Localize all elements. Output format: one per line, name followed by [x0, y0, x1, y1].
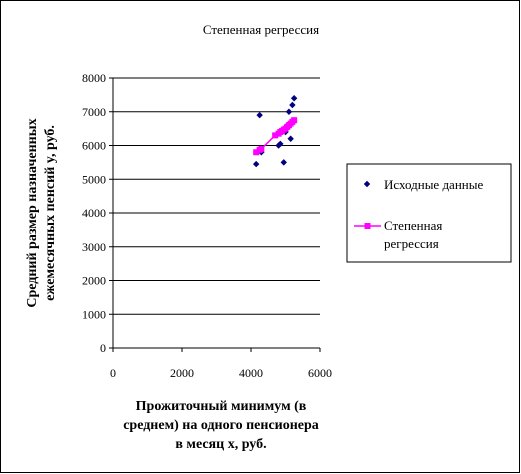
y-tick-label: 2000: [82, 274, 106, 288]
series-2: [253, 117, 298, 156]
data-point: [287, 135, 294, 142]
x-axis-label: Прожиточный минимум (в среднем) на одного…: [123, 399, 319, 452]
legend-label-regression: Степенная регрессия: [384, 218, 442, 251]
regression-point: [291, 117, 298, 124]
regression-point: [258, 145, 265, 152]
data-point: [252, 160, 260, 168]
legend-box: [346, 163, 512, 263]
legend: Исходные данные Степенная регрессия: [346, 163, 512, 263]
data-point: [285, 108, 293, 115]
grid-lines: [113, 77, 320, 315]
y-axis-label-line: ежемесячных пенсий y, руб.: [43, 125, 58, 301]
y-tick-label: 6000: [82, 139, 106, 153]
y-tick-label: 5000: [82, 172, 106, 186]
y-tick-label: 7000: [82, 105, 106, 119]
y-tick-label: 3000: [82, 240, 106, 254]
chart-title: Степенная регрессия: [203, 22, 319, 37]
data-point: [280, 159, 287, 166]
y-tick-label: 4000: [82, 206, 106, 220]
data-point: [290, 95, 298, 102]
x-tick-label: 0: [110, 366, 116, 380]
regression-point: [272, 132, 279, 139]
x-tick-label: 6000: [308, 366, 332, 380]
x-axis-label-line: среднем) на одного пенсионера: [123, 418, 319, 433]
regression-point: [253, 149, 260, 156]
tick-labels: 0 1000 2000 3000 4000 5000 6000 7000 8000 0 2000 40…: [82, 71, 332, 380]
data-point: [277, 140, 284, 148]
legend-marker-regression: [364, 223, 371, 229]
y-axis-label-line: Средний размер назначенных: [25, 118, 40, 307]
y-axis-label: Средний размер назначенных ежемесячных пе…: [25, 118, 58, 307]
y-tick-label: 1000: [82, 307, 106, 321]
x-axis-label-line: Прожиточный минимум (в: [136, 399, 307, 414]
y-tick-label: 0: [100, 341, 106, 355]
legend-label-data: Исходные данные: [384, 177, 483, 192]
data-point: [289, 101, 296, 109]
data-point: [256, 111, 263, 119]
x-axis-label-line: в месяц x, руб.: [175, 437, 266, 452]
x-tick-label: 4000: [239, 366, 263, 380]
y-tick-label: 8000: [82, 71, 106, 85]
series-layer: [252, 95, 298, 168]
legend-marker-data: [363, 180, 371, 188]
x-tick-label: 2000: [170, 366, 194, 380]
